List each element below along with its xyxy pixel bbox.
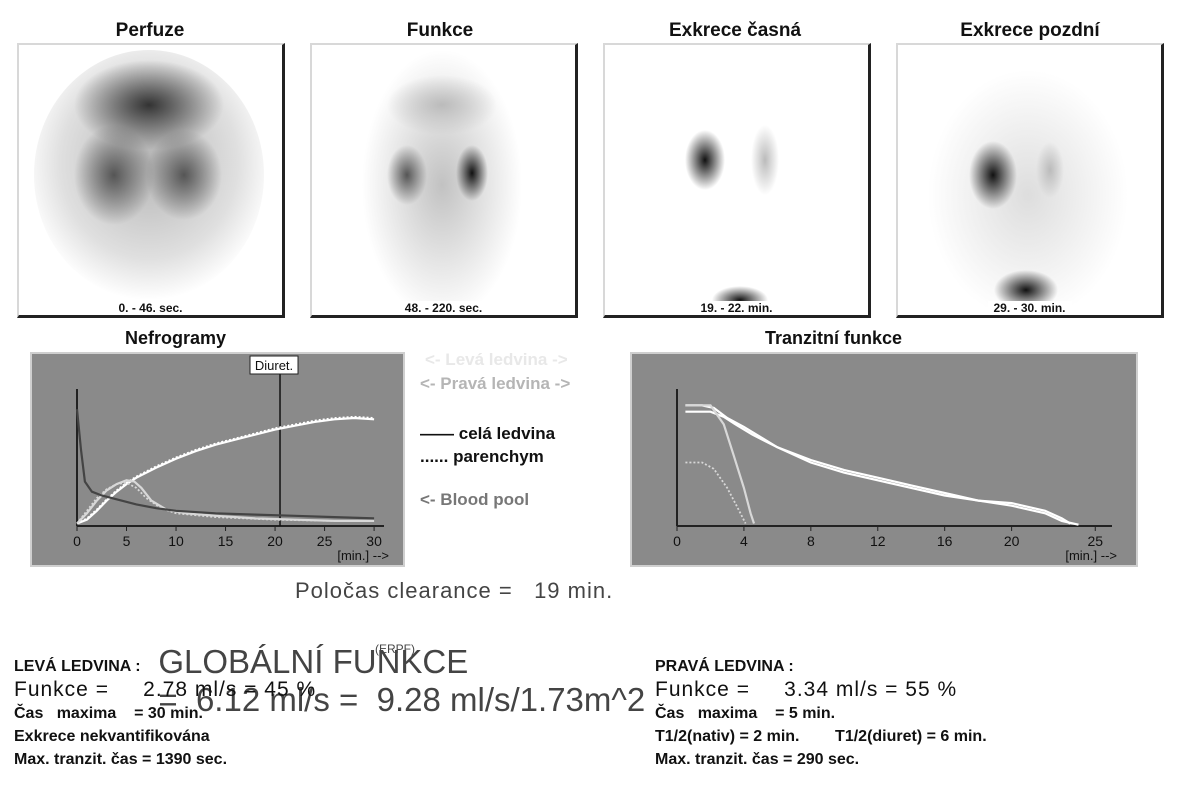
scan-title-exkrece-pozdni: Exkrece pozdní (960, 20, 1100, 41)
left-kidney-transit: Max. tranzit. čas = 1390 sec. (14, 751, 228, 768)
scan-time-exkrece-pozdni: 29. - 30. min. (987, 301, 1072, 315)
legend-whole-kidney-label: celá ledvina (458, 424, 556, 443)
left-kidney-excretion: Exkrece nekvantifikována (14, 728, 210, 745)
transit-x-tick-label-6: 25 (1087, 533, 1103, 549)
legend-parenchyma: ...... parenchym (420, 447, 544, 467)
transit-series-0 (685, 404, 1071, 525)
legend-whole-kidney: —— celá ledvina (420, 424, 555, 444)
nefrogram-diuretic-label: Diuret. (255, 358, 293, 373)
legend-parenchyma-label: parenchym (453, 447, 544, 466)
nefrogram-x-tick-label-6: 30 (366, 533, 382, 549)
right-kidney-time-max: Čas maxima = 5 min. (655, 705, 836, 722)
legend-parenchyma-dots: ...... (420, 447, 449, 466)
erpf-label: (ERPF) (375, 642, 415, 656)
transit-x-tick-label-3: 12 (870, 533, 886, 549)
scan-image-perfuze: 0. - 46. sec. (17, 43, 285, 318)
scan-image-exkrece-pozdni: 29. - 30. min. (896, 43, 1164, 318)
nefrogram-series-1 (76, 415, 375, 525)
right-kidney-transit: Max. tranzit. čas = 290 sec. (655, 751, 860, 768)
global-function-values: = 6.12 ml/s = 9.28 ml/s/1.73m^2 (158, 681, 646, 718)
right-kidney-heading: PRAVÁ LEDVINA : (655, 658, 794, 675)
right-kidney-funkce: Funkce = 3.34 ml/s = 55 % (655, 678, 958, 701)
nefrogram-x-tick-label-2: 10 (168, 533, 184, 549)
nefrogram-x-tick-label-5: 25 (317, 533, 333, 549)
scan-title-funkce: Funkce (406, 20, 474, 41)
nefrogram-x-tick-label-3: 15 (218, 533, 234, 549)
left-kidney-time-max: Čas maxima = 30 min. (14, 705, 203, 722)
nefrogram-diuretic-box (249, 355, 299, 375)
left-kidney-heading: LEVÁ LEDVINA : (14, 658, 141, 675)
transit-series-3 (685, 461, 747, 524)
nefrogram-x-tick-label-4: 20 (267, 533, 283, 549)
clearance-half-life: Poločas clearance = 19 min. (295, 578, 614, 603)
legend-whole-kidney-line: —— (420, 424, 454, 443)
legend-left-kidney: <- Levá ledvina -> (425, 350, 568, 369)
chart-title-tranzitni-funkce: Tranzitní funkce (765, 328, 903, 348)
transit-x-axis-label: [min.] --> (1065, 548, 1117, 563)
scan-time-perfuze: 0. - 46. sec. (112, 301, 189, 315)
left-kidney-funkce: Funkce = 2.78 ml/s = 45 % (14, 678, 317, 701)
nefrogram-series-0 (76, 416, 375, 525)
scan-title-perfuze: Perfuze (115, 20, 185, 41)
nefrogram-series-4 (75, 409, 375, 520)
global-function: GLOBÁLNÍ FUNKCE = 6.12 ml/s = 9.28 ml/s/… (140, 605, 645, 719)
scan-time-funkce: 48. - 220. sec. (398, 301, 489, 315)
transit-x-tick-label-2: 8 (807, 533, 815, 549)
nefrogram-series-3 (76, 481, 375, 525)
right-kidney-t-half: T1/2(nativ) = 2 min. T1/2(diuret) = 6 mi… (655, 728, 987, 745)
scan-time-exkrece-casna: 19. - 22. min. (694, 301, 779, 315)
transit-series-2 (685, 404, 756, 524)
nefrogramy-chart: 0 5 10 15 20 25 30 [min.] --> Diuret. (30, 352, 405, 567)
transit-x-tick-label-5: 20 (1004, 533, 1020, 549)
legend-right-kidney: <- Pravá ledvina -> (420, 374, 571, 393)
scan-title-exkrece-casna: Exkrece časná (668, 20, 802, 41)
tranzitni-funkce-chart: 0 4 8 12 16 20 25 [min.] --> (630, 352, 1138, 567)
transit-x-tick-label-1: 4 (740, 533, 748, 549)
transit-series-1 (685, 410, 1079, 526)
legend-blood-pool: <- Blood pool (420, 490, 530, 509)
nefrogram-x-axis-label: [min.] --> (337, 548, 389, 563)
scan-image-exkrece-casna: 19. - 22. min. (603, 43, 871, 318)
chart-title-nefrogramy: Nefrogramy (125, 328, 227, 348)
scan-image-funkce: 48. - 220. sec. (310, 43, 578, 318)
transit-x-tick-label-4: 16 (937, 533, 953, 549)
transit-x-tick-label-0: 0 (673, 533, 681, 549)
nefrogram-x-tick-label-1: 5 (123, 533, 131, 549)
global-function-label: GLOBÁLNÍ FUNKCE (158, 643, 469, 680)
nefrogram-x-tick-label-0: 0 (73, 533, 81, 549)
